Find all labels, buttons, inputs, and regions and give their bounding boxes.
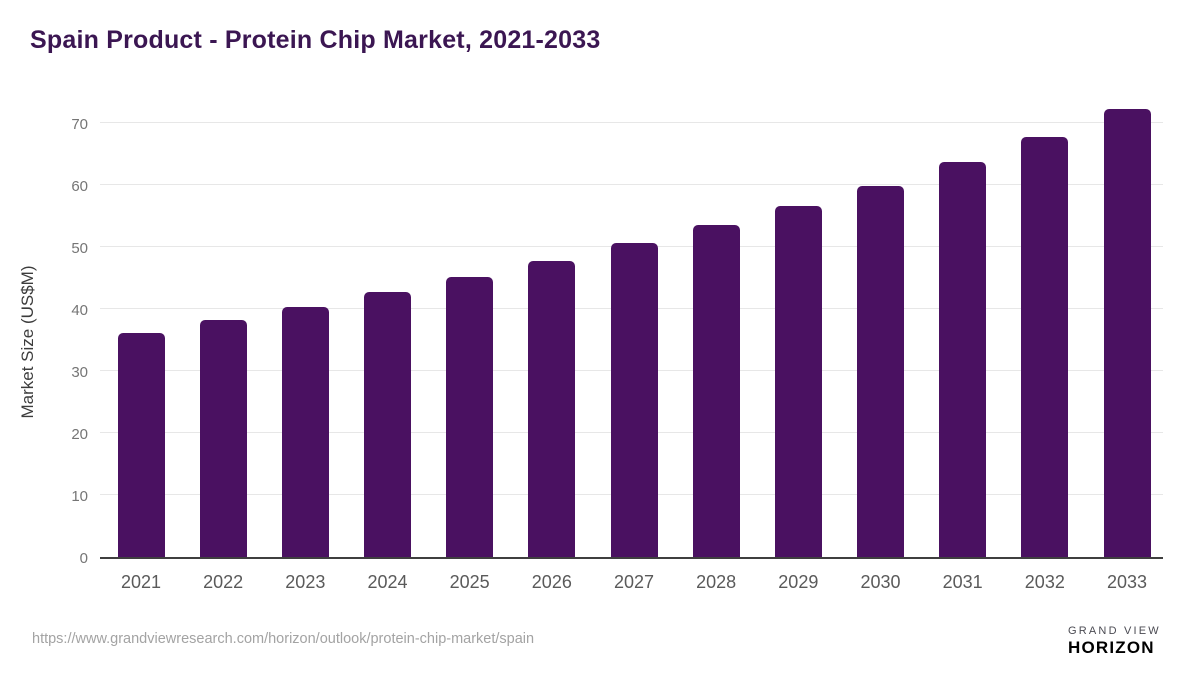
y-tick-label-30: 30: [71, 364, 88, 381]
plot-area: [100, 109, 1163, 559]
chart-title: Spain Product - Protein Chip Market, 202…: [30, 26, 601, 54]
logo-brand-bottom: HORIZON: [1068, 637, 1155, 657]
y-tick-label-40: 40: [71, 302, 88, 319]
logo-reflection-2: [1035, 648, 1045, 651]
logo-brand-top: GRAND VIEW: [1068, 624, 1161, 637]
logo-sun: [1030, 630, 1050, 640]
x-tick-label-2028: 2028: [696, 572, 737, 592]
x-tick-label-2021: 2021: [120, 572, 162, 592]
x-tick-label-2025: 2025: [449, 572, 490, 592]
y-tick-label-20: 20: [71, 426, 88, 443]
y-tick-label-0: 0: [79, 550, 88, 567]
y-tick-label-70: 70: [71, 116, 88, 133]
x-tick-label-2024: 2024: [367, 572, 408, 592]
grand-view-horizon-logo: GRAND VIEW HORIZON: [1020, 620, 1161, 660]
x-tick-label-2032: 2032: [1024, 572, 1065, 592]
y-tick-label-10: 10: [71, 488, 88, 505]
bar-2030: [857, 186, 904, 557]
bar-2027: [610, 243, 658, 557]
x-tick-label-2026: 2026: [531, 572, 572, 592]
bar-2025: [446, 277, 494, 557]
x-tick-label-2029: 2029: [778, 572, 819, 592]
gridline-60: [100, 184, 1163, 185]
bar-2023: [281, 306, 329, 557]
bar-2033: [1103, 109, 1151, 557]
bar-2026: [528, 261, 576, 557]
x-tick-label-2027: 2027: [613, 572, 655, 592]
y-tick-label-50: 50: [71, 240, 88, 257]
y-axis: 0 10 20 30 40 50 60 70: [0, 116, 88, 567]
x-tick-label-2033: 2033: [1106, 572, 1148, 592]
x-axis: 2021 2022 2023 2024 2025 2026 2027 2028 2029 2030…: [100, 572, 1163, 596]
bar-2022: [199, 319, 247, 557]
horizon-sunrise-icon: [1020, 620, 1060, 660]
bar-2031: [939, 162, 987, 557]
x-tick-label-2023: 2023: [285, 572, 326, 592]
bar-2024: [364, 292, 411, 557]
bar-2021: [117, 332, 165, 557]
logo-reflection-1: [1032, 642, 1048, 645]
x-tick-label-2031: 2031: [942, 572, 983, 592]
source-url: https://www.grandviewresearch.com/horizo…: [32, 631, 535, 647]
bar-2028: [692, 225, 740, 557]
x-tick-label-2030: 2030: [860, 572, 901, 592]
x-tick-label-2022: 2022: [203, 572, 244, 592]
y-tick-label-60: 60: [71, 178, 88, 195]
logo-text: GRAND VIEW HORIZON: [1068, 624, 1161, 657]
bar-2032: [1021, 137, 1069, 557]
bar-2029: [774, 206, 822, 557]
gridline-70: [100, 122, 1163, 123]
